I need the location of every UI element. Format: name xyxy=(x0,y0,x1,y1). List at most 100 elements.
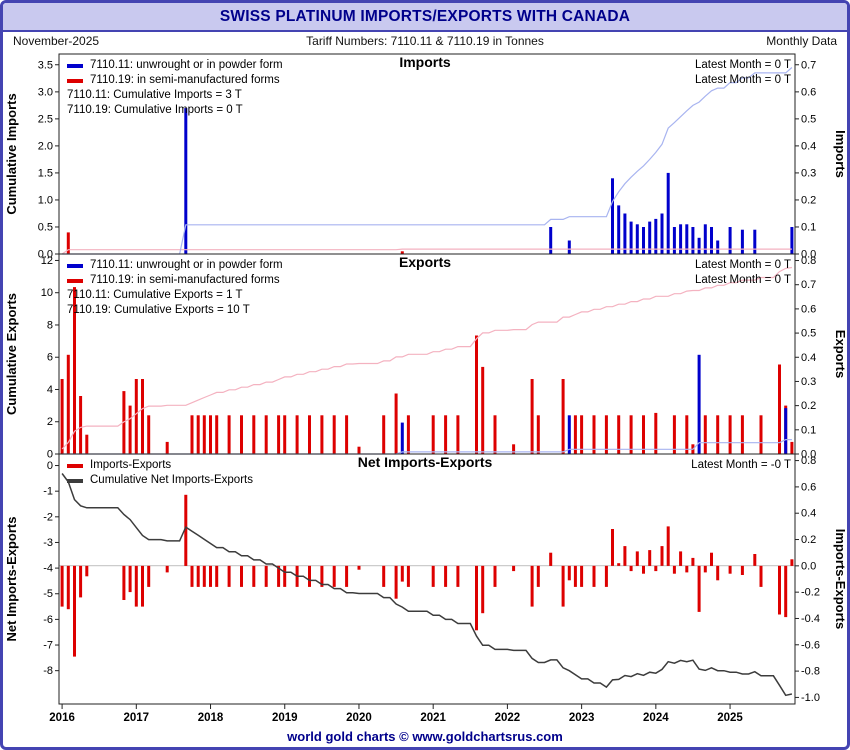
left-tick-label: 0 xyxy=(47,460,53,472)
left-tick-label: 6 xyxy=(47,352,53,364)
legend-label: Cumulative Net Imports-Exports xyxy=(90,474,253,486)
x-year-label: 2025 xyxy=(717,712,743,724)
x-year-label: 2022 xyxy=(495,712,521,724)
left-tick-label: 3.5 xyxy=(38,59,53,71)
right-tick-label: 0.8 xyxy=(801,255,816,267)
imports-panel: 0.0 0.5 1.0 1.5 2.0 2.5 3.0 3.5 0.0 0.1 0.2 0.3 0.4 0… xyxy=(4,53,847,261)
right-tick-label: 0.1 xyxy=(801,221,816,233)
left-tick-label: 4 xyxy=(47,384,53,396)
right-tick-label: 0.3 xyxy=(801,376,816,388)
latest-month-note: Latest Month = 0 T xyxy=(695,259,791,271)
latest-month-note: Latest Month = 0 T xyxy=(695,74,791,86)
right-tick-label: 0.1 xyxy=(801,424,816,436)
left-tick-label: -2 xyxy=(43,511,53,523)
cumulative-exports_7110_19-line xyxy=(61,266,792,450)
cumulative-stat: 7110.19: Cumulative Imports = 0 T xyxy=(67,104,243,116)
left-tick-label: -7 xyxy=(43,640,53,652)
left-tick-label: -5 xyxy=(43,588,53,600)
net-bar-swatch xyxy=(67,463,83,468)
legend-label: 7110.19: in semi-manufactured forms xyxy=(90,74,280,86)
right-tick-label: 0.8 xyxy=(801,455,816,467)
chart-plot-area: 0.0 0.5 1.0 1.5 2.0 2.5 3.0 3.5 0.0 0.1 0.2 0.3 0.4 0… xyxy=(3,50,847,726)
cumulative-stat: 7110.11: Cumulative Exports = 1 T xyxy=(67,289,243,301)
x-year-label: 2020 xyxy=(346,712,372,724)
left-tick-label: 0.5 xyxy=(38,221,53,233)
x-year-label: 2024 xyxy=(643,712,669,724)
net-right-axis-title: Imports-Exports xyxy=(833,529,847,629)
cumulative-imports_7110_19-line xyxy=(61,248,792,255)
footer-credit: world gold charts © www.goldchartsrus.co… xyxy=(287,729,563,744)
legend-item: Imports-Exports xyxy=(67,458,253,473)
right-tick-label: 0.7 xyxy=(801,59,816,71)
right-tick-label: 0.3 xyxy=(801,167,816,179)
chart-subheader: November-2025 Tariff Numbers: 7110.11 & … xyxy=(3,32,847,50)
exports-legend: 7110.11: unwrought or in powder form 711… xyxy=(67,258,283,318)
cumulative-stat: 7110.19: Cumulative Exports = 10 T xyxy=(67,304,250,316)
imports-left-axis-title: Cumulative Imports xyxy=(4,93,19,214)
frequency-label: Monthly Data xyxy=(766,34,837,48)
x-year-label: 2016 xyxy=(49,712,75,724)
right-tick-label: 0.6 xyxy=(801,481,816,493)
right-tick-label: -0.8 xyxy=(801,666,820,678)
imports-panel-title: Imports xyxy=(399,54,451,70)
net-legend: Imports-Exports Cumulative Net Imports-E… xyxy=(67,458,253,488)
right-tick-label: -0.4 xyxy=(801,613,820,625)
right-tick-label: 0.0 xyxy=(801,560,816,572)
net-panel: 0 -1 -2 -3 -4 -5 -6 -7 -8 0.8 0.6 0.4 0.2 0.0 -0.2 -0.4… xyxy=(4,453,847,705)
tariff-label: Tariff Numbers: 7110.11 & 7110.19 in Ton… xyxy=(306,34,544,48)
net-panel-title: Net Imports-Exports xyxy=(357,454,493,470)
cumulative-stat: 7110.11: Cumulative Imports = 3 T xyxy=(67,89,242,101)
right-tick-label: 0.0 xyxy=(801,449,816,461)
legend-item: 7110.11: unwrought or in powder form xyxy=(67,258,283,273)
legend-label: Imports-Exports xyxy=(90,459,172,471)
left-tick-label: -3 xyxy=(43,537,53,549)
red-series-swatch xyxy=(67,278,83,283)
x-year-label: 2019 xyxy=(272,712,298,724)
legend-item: Cumulative Net Imports-Exports xyxy=(67,473,253,488)
cumulative-net-line xyxy=(61,473,793,697)
imports_7110_19-bars xyxy=(66,232,404,254)
red-series-swatch xyxy=(67,78,83,83)
right-tick-label: 0.7 xyxy=(801,279,816,291)
net-latest-annotation: Latest Month = -0 T xyxy=(691,458,791,473)
left-tick-label: 8 xyxy=(47,319,53,331)
x-year-label: 2018 xyxy=(198,712,224,724)
right-tick-label: 0.2 xyxy=(801,400,816,412)
left-tick-label: 1.0 xyxy=(38,194,53,206)
right-tick-label: -0.2 xyxy=(801,587,820,599)
right-tick-label: -0.6 xyxy=(801,639,820,651)
chart-region: 0.0 0.5 1.0 1.5 2.0 2.5 3.0 3.5 0.0 0.1 0.2 0.3 0.4 0… xyxy=(3,50,847,726)
right-tick-label: 0.0 xyxy=(801,249,816,261)
latest-month-note: Latest Month = 0 T xyxy=(695,274,791,286)
left-tick-label: -1 xyxy=(43,486,53,498)
right-tick-label: 0.5 xyxy=(801,113,816,125)
page-title: SWISS PLATINUM IMPORTS/EXPORTS WITH CANA… xyxy=(3,3,847,32)
left-tick-label: 2 xyxy=(47,416,53,428)
legend-label: 7110.11: unwrought or in powder form xyxy=(90,259,283,271)
right-tick-label: 0.6 xyxy=(801,303,816,315)
imports_7110_11-bars xyxy=(184,108,794,254)
left-tick-label: 10 xyxy=(41,287,53,299)
exports_7110_11-bars xyxy=(400,354,788,454)
charts-svg: 0.00.51.01.52.02.53.03.50.00.10.20.30.40… xyxy=(4,53,847,724)
exports-panel: 0 2 4 6 8 10 12 0.0 0.1 0.2 0.3 0.4 0.5 0.6 0.7 0.8 Cumu… xyxy=(4,253,847,461)
date-label: November-2025 xyxy=(13,34,100,48)
latest-month-note: Latest Month = 0 T xyxy=(695,59,791,71)
legend-label: 7110.19: in semi-manufactured forms xyxy=(90,274,280,286)
right-tick-label: 0.6 xyxy=(801,86,816,98)
left-tick-label: 0 xyxy=(47,449,53,461)
cumulative-imports_7110_11-line xyxy=(62,67,793,255)
net-left-axis-title: Net Imports-Exports xyxy=(4,517,19,642)
right-tick-label: 0.4 xyxy=(801,352,816,364)
latest-month-note: Latest Month = -0 T xyxy=(691,459,791,471)
right-tick-label: 0.5 xyxy=(801,328,816,340)
blue-series-swatch xyxy=(67,263,83,268)
legend-item: 7110.19: in semi-manufactured forms xyxy=(67,273,283,288)
x-year-label: 2023 xyxy=(569,712,595,724)
blue-series-swatch xyxy=(67,63,83,68)
left-tick-label: -6 xyxy=(43,614,53,626)
left-tick-label: 2.5 xyxy=(38,113,53,125)
imports-right-axis-title: Imports xyxy=(833,130,847,178)
right-tick-label: 0.4 xyxy=(801,140,816,152)
